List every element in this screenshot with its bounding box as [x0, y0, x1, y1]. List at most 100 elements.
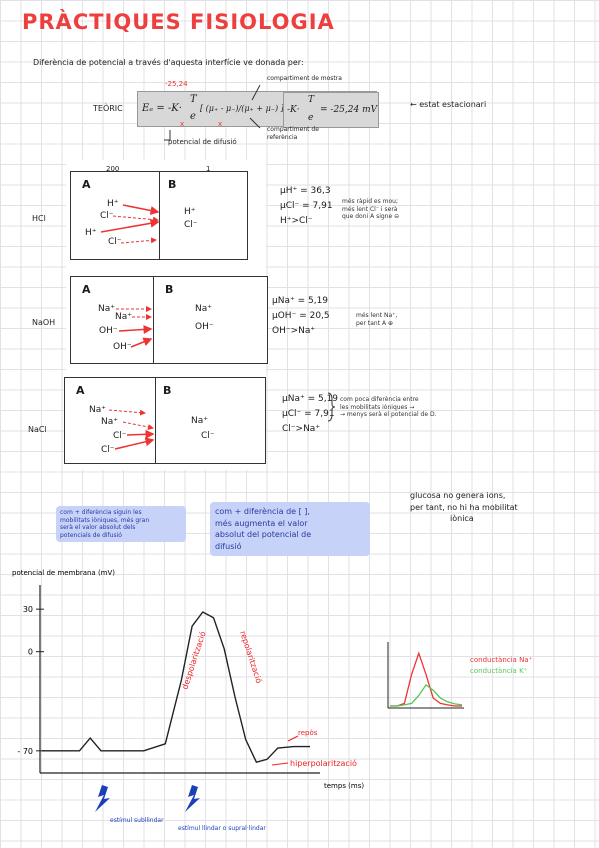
- note-line: per tant A ⊕: [356, 319, 394, 327]
- ion: Na⁺: [115, 312, 132, 322]
- compartment-b-label: B: [165, 283, 174, 296]
- mobility-list-hcl: μH⁺ = 36,3 μCl⁻ = 7,91 H⁺>Cl⁻: [280, 186, 333, 226]
- mark-1: 1: [206, 165, 211, 173]
- mobility-line: μCl⁻ = 7,91: [280, 201, 333, 211]
- ion: Cl⁻: [113, 431, 127, 441]
- note-line: potencials de difusió: [60, 531, 122, 539]
- intro-text: Diferència de potencial a través d'aques…: [33, 58, 304, 67]
- mobility-line: H⁺>Cl⁻: [280, 216, 313, 226]
- note-line: més lent Cl⁻ i serà: [342, 205, 398, 213]
- label-supra: estímul llindar o supral·lindar: [178, 825, 266, 832]
- note-line: més lent Na⁺,: [356, 312, 398, 319]
- mobility-line: μNa⁺ = 5,19: [282, 394, 339, 404]
- stimulus-bolt-icon: [185, 785, 200, 812]
- ion: Cl⁻: [100, 211, 114, 221]
- ion: Na⁺: [195, 304, 212, 314]
- ion: Na⁺: [101, 417, 118, 427]
- mobility-list-naoh: μNa⁺ = 5,19 μOH⁻ = 20,5 OH⁻>Na⁺: [272, 296, 330, 336]
- note-line: més augmenta el valor: [215, 518, 308, 528]
- label-hiperpol: hiperpolarització: [290, 758, 357, 768]
- ion-arrows: [116, 306, 153, 348]
- compartment-a-label: A: [82, 178, 91, 191]
- compartment-b-label: B: [163, 384, 172, 397]
- note-line: iònica: [450, 514, 474, 524]
- ion-arrows: [100, 204, 160, 244]
- inset-legend: conductància Na⁺ conductància K⁺: [470, 655, 532, 677]
- y-tick-label: - 70: [17, 747, 33, 756]
- formula-rhs-post: = -25,24 mV: [320, 105, 378, 115]
- formula-rhs-pre: -K·: [287, 105, 300, 115]
- formula-frac1-den: e: [190, 111, 196, 122]
- page-title: PRÀCTIQUES FISIOLOGIA: [22, 10, 335, 34]
- compartment-b-label: B: [168, 178, 177, 191]
- svg-text:x: x: [180, 120, 184, 128]
- ion: Cl⁻: [108, 237, 122, 247]
- mobility-line: μOH⁻ = 20,5: [272, 311, 330, 321]
- mobility-line: OH⁻>Na⁺: [272, 326, 316, 336]
- ion: OH⁻: [99, 326, 118, 336]
- ion: H⁺: [107, 199, 119, 209]
- note-line: com + diferència siguin les: [60, 509, 142, 516]
- note-nacl: com poca diferència entre les mobilitats…: [340, 396, 436, 419]
- panel-divider: [159, 172, 160, 259]
- ion: OH⁻: [113, 342, 132, 352]
- ion: Na⁺: [98, 304, 115, 314]
- compartiment-referencia-note: compartiment de referència: [267, 126, 319, 141]
- formula-frac1-num: T: [190, 94, 197, 105]
- panel-hcl: A B H⁺ Cl⁻ H⁺ Cl⁻ H⁺ Cl⁻: [70, 171, 248, 260]
- mobility-line: μNa⁺ = 5,19: [272, 296, 329, 306]
- row-label-hcl: HCl: [32, 214, 46, 223]
- note-line: que doni A signe ⊖: [342, 213, 400, 220]
- svg-text:x: x: [218, 120, 222, 128]
- repos-arrow: [287, 735, 299, 742]
- y-tick-label: 30: [23, 605, 33, 614]
- row-label-nacl: NaCl: [28, 425, 47, 434]
- note-line: com + diferència de [ ],: [215, 507, 310, 516]
- xlabel: temps (ms): [324, 782, 364, 790]
- formula-rhs-num: T: [308, 95, 315, 105]
- action-potential-chart: potencial de membrana (mV) 30 0 - 70 temps…: [12, 569, 364, 832]
- mobility-line: Cl⁻>Na⁺: [282, 424, 321, 434]
- blue-note-concentracio: com + diferència de [ ], més augmenta el…: [210, 502, 370, 557]
- mobility-line: μH⁺ = 36,3: [280, 186, 331, 196]
- note-hcl: més ràpid es mou; més lent Cl⁻ i serà qu…: [342, 198, 399, 221]
- y-ticks: 30 0 - 70: [17, 605, 44, 756]
- stimulus-bolt-icon: [95, 785, 110, 812]
- note-line: serà el valor absolut dels: [60, 524, 136, 531]
- ion-arrows: [108, 409, 155, 450]
- panel-divider: [153, 277, 155, 363]
- ion: Cl⁻: [101, 445, 115, 455]
- legend-k: conductància K⁺: [470, 667, 528, 676]
- note-line: mobilitats iòniques, més gran: [60, 516, 150, 524]
- panel-divider: [155, 378, 156, 463]
- note-naoh: més lent Na⁺, per tant A ⊕: [356, 312, 397, 327]
- brace: [327, 392, 336, 422]
- ion: H⁺: [184, 207, 196, 217]
- blue-note-mobilitats: com + diferència siguin les mobilitats i…: [56, 506, 186, 542]
- label-repol: repolarització: [238, 630, 264, 685]
- row-label-naoh: NaOH: [32, 318, 56, 327]
- note-line: com poca diferència entre: [340, 396, 419, 403]
- action-potential-line: [42, 611, 310, 764]
- hiperpol-arrow: [271, 762, 289, 766]
- ion: Cl⁻: [201, 431, 215, 441]
- note-line: glucosa no genera ions,: [410, 491, 506, 500]
- note-line: difusió: [215, 541, 242, 551]
- ion: Na⁺: [191, 416, 208, 426]
- ion: OH⁻: [195, 322, 214, 332]
- legend-na: conductància Na⁺: [470, 656, 533, 664]
- note-line: per tant, no hi ha mobilitat: [410, 502, 518, 512]
- note-line: → menys serà el potencial de D.: [340, 411, 437, 418]
- label-depol: despolarització: [179, 630, 207, 691]
- mobility-line: μCl⁻ = 7,91: [282, 409, 335, 419]
- mobility-list-nacl: μNa⁺ = 5,19 μCl⁻ = 7,91 Cl⁻>Na⁺: [282, 394, 338, 434]
- conductance-chart: [387, 642, 464, 709]
- y-tick-label: 0: [28, 648, 33, 657]
- ion: Na⁺: [89, 405, 106, 415]
- compartiment-mostra-note: compartiment de mostra: [267, 75, 342, 82]
- formula-rhs-den: e: [308, 113, 314, 123]
- label-repos: repòs: [298, 729, 318, 737]
- ion: Cl⁻: [184, 220, 198, 230]
- potencial-difusio-note: potencial de difusió: [168, 138, 237, 146]
- mark-200: 200: [106, 165, 120, 173]
